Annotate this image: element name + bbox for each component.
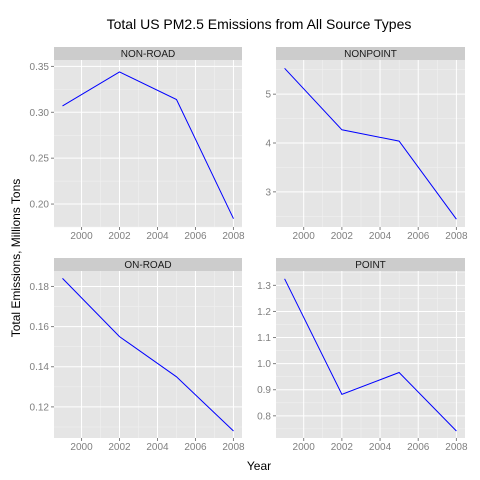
y-tick-label: 0.20 [30,200,50,211]
y-axis-label: Total Emissions, Millions Tons [9,179,23,338]
x-tick-label: 2008 [222,442,245,453]
y-tick-label: 4 [265,139,271,150]
x-tick-label: 2002 [331,231,354,242]
panel-point: POINT 2000 2002 2004 2006 2008 0.8 0.9 1.0 1.1 1.2… [257,258,468,453]
y-tick-label: 0.14 [30,362,50,373]
strip-label: POINT [355,260,386,271]
x-tick-label: 2004 [146,442,169,453]
x-tick-label: 2000 [70,231,93,242]
x-tick-label: 2000 [70,442,93,453]
panel-background [54,271,242,438]
x-tick-label: 2006 [407,442,430,453]
strip-label: NONPOINT [344,49,397,60]
series-line-on-road [62,278,234,432]
x-tick-label: 2002 [108,442,131,453]
y-tick-label: 0.16 [30,322,50,333]
panel-nonpoint: NONPOINT 2000 2002 2004 2006 2008 3 4 5 [265,47,468,242]
x-tick-label: 2008 [222,231,245,242]
x-tick-label: 2004 [369,231,392,242]
series-line-non-road [62,71,234,219]
y-tick-label: 0.8 [257,411,271,422]
y-tick-label: 0.9 [257,385,271,396]
strip-background [276,47,465,60]
x-tick-label: 2000 [293,231,316,242]
y-tick-label: 0.18 [30,282,50,293]
y-tick-label: 1.0 [257,359,271,370]
y-tick-label: 0.35 [30,62,50,73]
strip-label: ON-ROAD [124,260,171,271]
y-tick-label: 0.30 [30,108,50,119]
x-tick-label: 2006 [184,231,207,242]
series-line-nonpoint [284,67,457,220]
x-tick-label: 2002 [108,231,131,242]
strip-background [276,258,465,271]
panel-non-road: NON-ROAD 2000 2002 2004 2006 2008 0.20 0.25 0.30… [30,47,245,242]
x-tick-label: 2008 [445,442,468,453]
strip-label: NON-ROAD [121,49,175,60]
y-tick-label: 3 [265,187,271,198]
y-tick-label: 1.3 [257,281,271,292]
panel-background [276,271,465,438]
panel-on-road: ON-ROAD 2000 2002 2004 2006 2008 0.12 0.14 0.16 0… [30,258,245,453]
facet-panels: NON-ROAD 2000 2002 2004 2006 2008 0.20 0.25 0.30… [30,47,468,453]
y-tick-label: 0.12 [30,402,50,413]
chart-title: Total US PM2.5 Emissions from All Source… [107,16,412,32]
y-tick-label: 5 [265,90,271,101]
x-tick-label: 2004 [369,442,392,453]
x-axis-label: Year [247,459,271,473]
series-line-point [284,278,457,432]
x-tick-label: 2002 [331,442,354,453]
strip-background [54,258,242,271]
y-tick-label: 1.1 [257,333,271,344]
x-tick-label: 2008 [445,231,468,242]
x-tick-label: 2004 [146,231,169,242]
y-tick-label: 1.2 [257,307,271,318]
x-tick-label: 2006 [407,231,430,242]
y-tick-label: 0.25 [30,154,50,165]
panel-background [54,60,242,227]
x-tick-label: 2000 [293,442,316,453]
x-tick-label: 2006 [184,442,207,453]
strip-background [54,47,242,60]
